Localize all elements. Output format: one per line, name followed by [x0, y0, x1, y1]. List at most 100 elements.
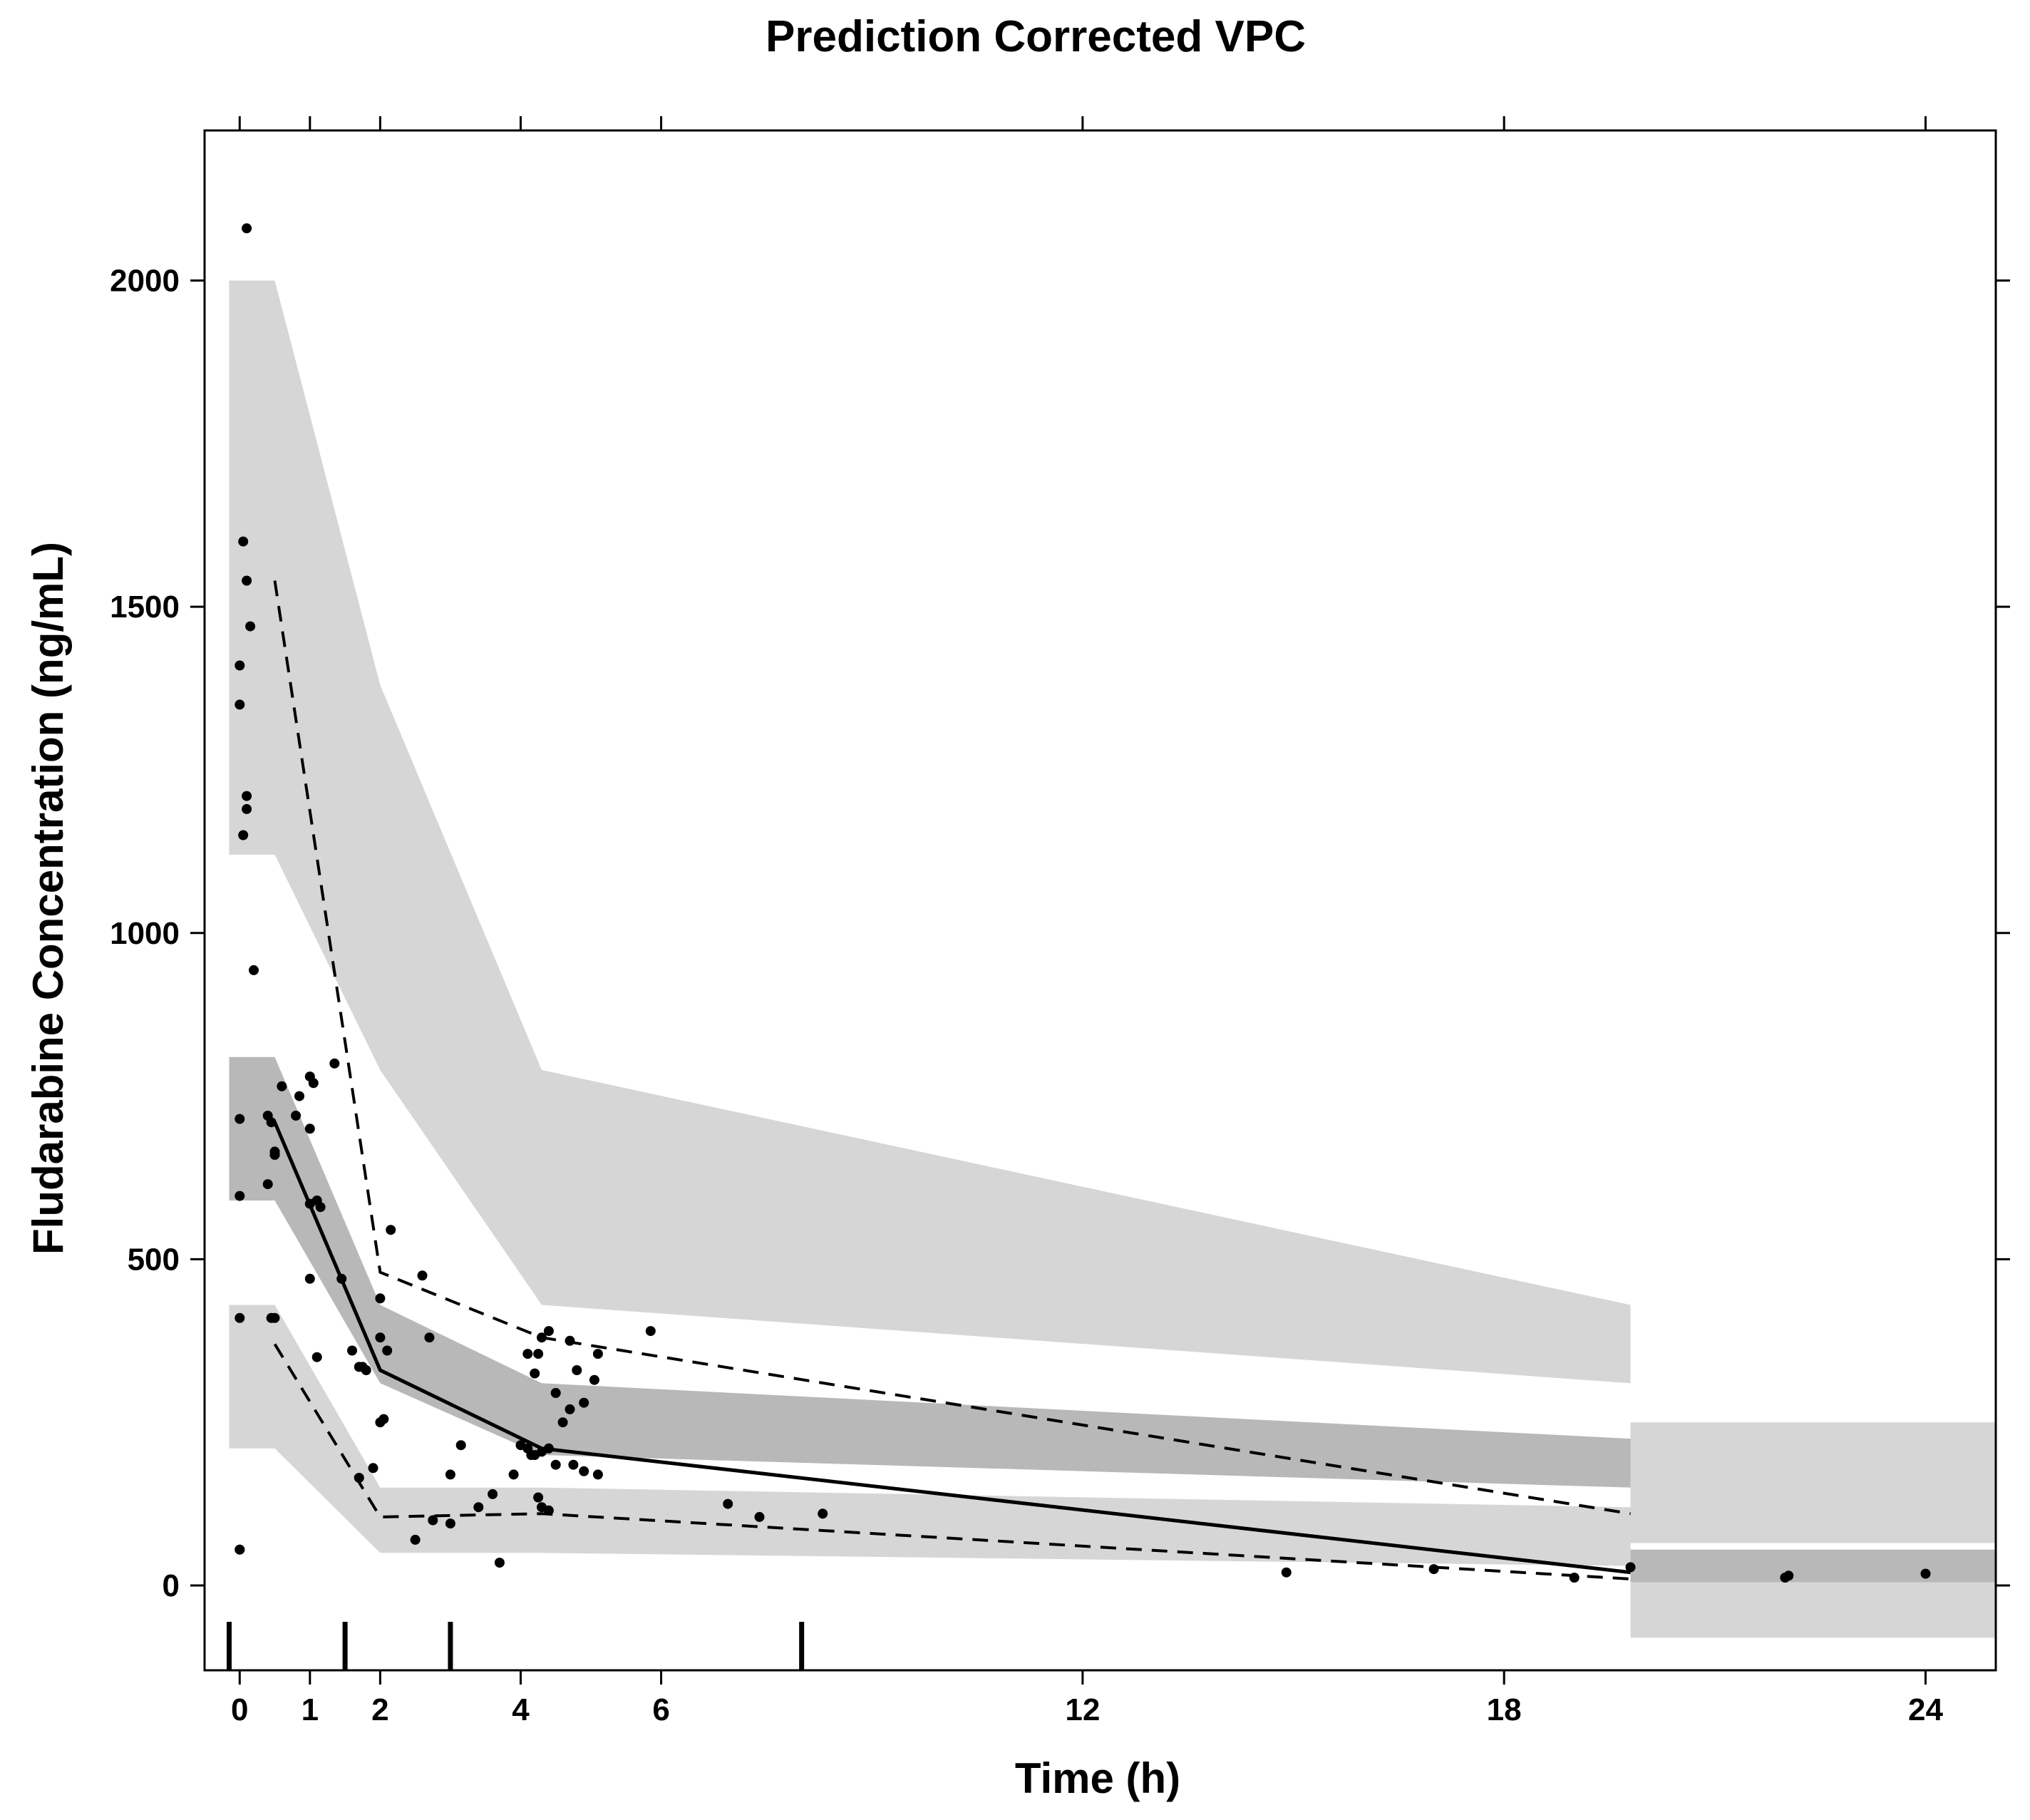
observation-point	[473, 1502, 484, 1513]
observation-point	[354, 1473, 364, 1483]
observation-point	[266, 1117, 277, 1128]
observation-point	[494, 1558, 505, 1568]
observation-point	[238, 536, 249, 547]
y-tick-label: 1500	[110, 590, 180, 624]
x-tick-label: 6	[652, 1692, 669, 1727]
observation-point	[357, 1362, 368, 1372]
observation-point	[543, 1443, 554, 1454]
observation-point	[347, 1345, 357, 1356]
observation-point	[291, 1111, 302, 1121]
observation-point	[1920, 1568, 1931, 1579]
x-tick-label: 1	[302, 1692, 319, 1727]
x-tick-label: 0	[231, 1692, 248, 1727]
lower-pi-band	[229, 1305, 1996, 1638]
x-tick-label: 18	[1487, 1692, 1522, 1727]
observation-point	[455, 1440, 466, 1451]
y-axis-label: Fludarabine Concentration (ng/mL)	[24, 542, 72, 1255]
observation-point	[235, 699, 245, 710]
observation-point	[238, 830, 249, 840]
observation-point	[1569, 1573, 1580, 1583]
observation-point	[723, 1498, 733, 1509]
observation-point	[242, 791, 252, 801]
observation-point	[543, 1505, 554, 1516]
y-tick-label: 500	[128, 1242, 180, 1277]
observation-point	[589, 1374, 599, 1385]
observation-point	[375, 1417, 386, 1428]
observation-point	[269, 1149, 280, 1160]
observation-point	[382, 1345, 393, 1356]
observation-point	[249, 965, 259, 975]
x-tick-label: 12	[1065, 1692, 1100, 1727]
x-axis-label: Time (h)	[1015, 1754, 1180, 1802]
observation-point	[235, 1312, 245, 1323]
observation-point	[375, 1293, 386, 1304]
observation-point	[592, 1349, 603, 1359]
observation-point	[304, 1124, 315, 1134]
observed-percentile-line-1	[273, 580, 1631, 1516]
observation-point	[304, 1198, 315, 1209]
observation-point	[592, 1469, 603, 1480]
observation-point	[368, 1463, 378, 1474]
observation-point	[565, 1404, 575, 1414]
observation-point	[428, 1515, 438, 1526]
observation-point	[445, 1518, 455, 1529]
y-tick-label: 2000	[110, 264, 180, 299]
upper-pi-band	[229, 280, 1996, 1543]
observed-median-line	[273, 1121, 1631, 1575]
observation-point	[568, 1459, 579, 1470]
observation-point	[550, 1388, 561, 1398]
x-tick-label: 24	[1908, 1692, 1943, 1727]
observation-point	[386, 1225, 396, 1235]
observation-point	[565, 1335, 575, 1346]
y-tick-label: 1000	[110, 916, 180, 951]
observed-percentile-line-2	[273, 1343, 1631, 1580]
observation-point	[1428, 1564, 1439, 1575]
observation-point	[533, 1492, 544, 1503]
observation-point	[572, 1365, 582, 1375]
observation-point	[235, 1114, 245, 1124]
observation-point	[375, 1332, 386, 1343]
median-pi-band	[229, 1056, 1996, 1583]
observation-point	[235, 660, 245, 671]
observation-point	[308, 1078, 319, 1089]
observation-point	[557, 1417, 568, 1428]
observation-point	[754, 1511, 765, 1522]
observation-point	[235, 1544, 245, 1555]
observation-point	[1281, 1567, 1292, 1578]
observation-point	[508, 1469, 519, 1480]
observation-point	[579, 1397, 589, 1408]
observation-point	[543, 1326, 554, 1337]
observation-point	[277, 1081, 287, 1091]
observation-point	[533, 1349, 544, 1359]
observation-point	[537, 1332, 547, 1343]
y-tick-label: 0	[163, 1568, 180, 1603]
plot-area	[226, 223, 1996, 1670]
observation-point	[242, 223, 252, 234]
observation-point	[445, 1469, 455, 1480]
x-tick-label: 2	[371, 1692, 388, 1727]
observation-point	[294, 1091, 304, 1101]
observation-point	[645, 1326, 656, 1337]
observation-point	[242, 575, 252, 586]
observation-point	[530, 1368, 540, 1379]
observation-point	[526, 1450, 537, 1460]
observation-point	[336, 1273, 347, 1284]
observation-point	[304, 1273, 315, 1284]
observation-point	[235, 1191, 245, 1201]
observation-point	[417, 1270, 428, 1281]
observation-point	[579, 1466, 589, 1476]
observation-point	[818, 1508, 828, 1519]
observation-point	[329, 1058, 340, 1069]
plot-frame	[203, 129, 1997, 1672]
observation-point	[1625, 1562, 1636, 1573]
observation-point	[245, 621, 256, 632]
observation-point	[1783, 1570, 1794, 1581]
observation-point	[311, 1352, 322, 1362]
observation-point	[315, 1202, 326, 1213]
x-tick-label: 4	[512, 1692, 530, 1727]
observation-point	[424, 1332, 435, 1343]
observation-point	[269, 1312, 280, 1323]
observation-point	[262, 1179, 273, 1190]
